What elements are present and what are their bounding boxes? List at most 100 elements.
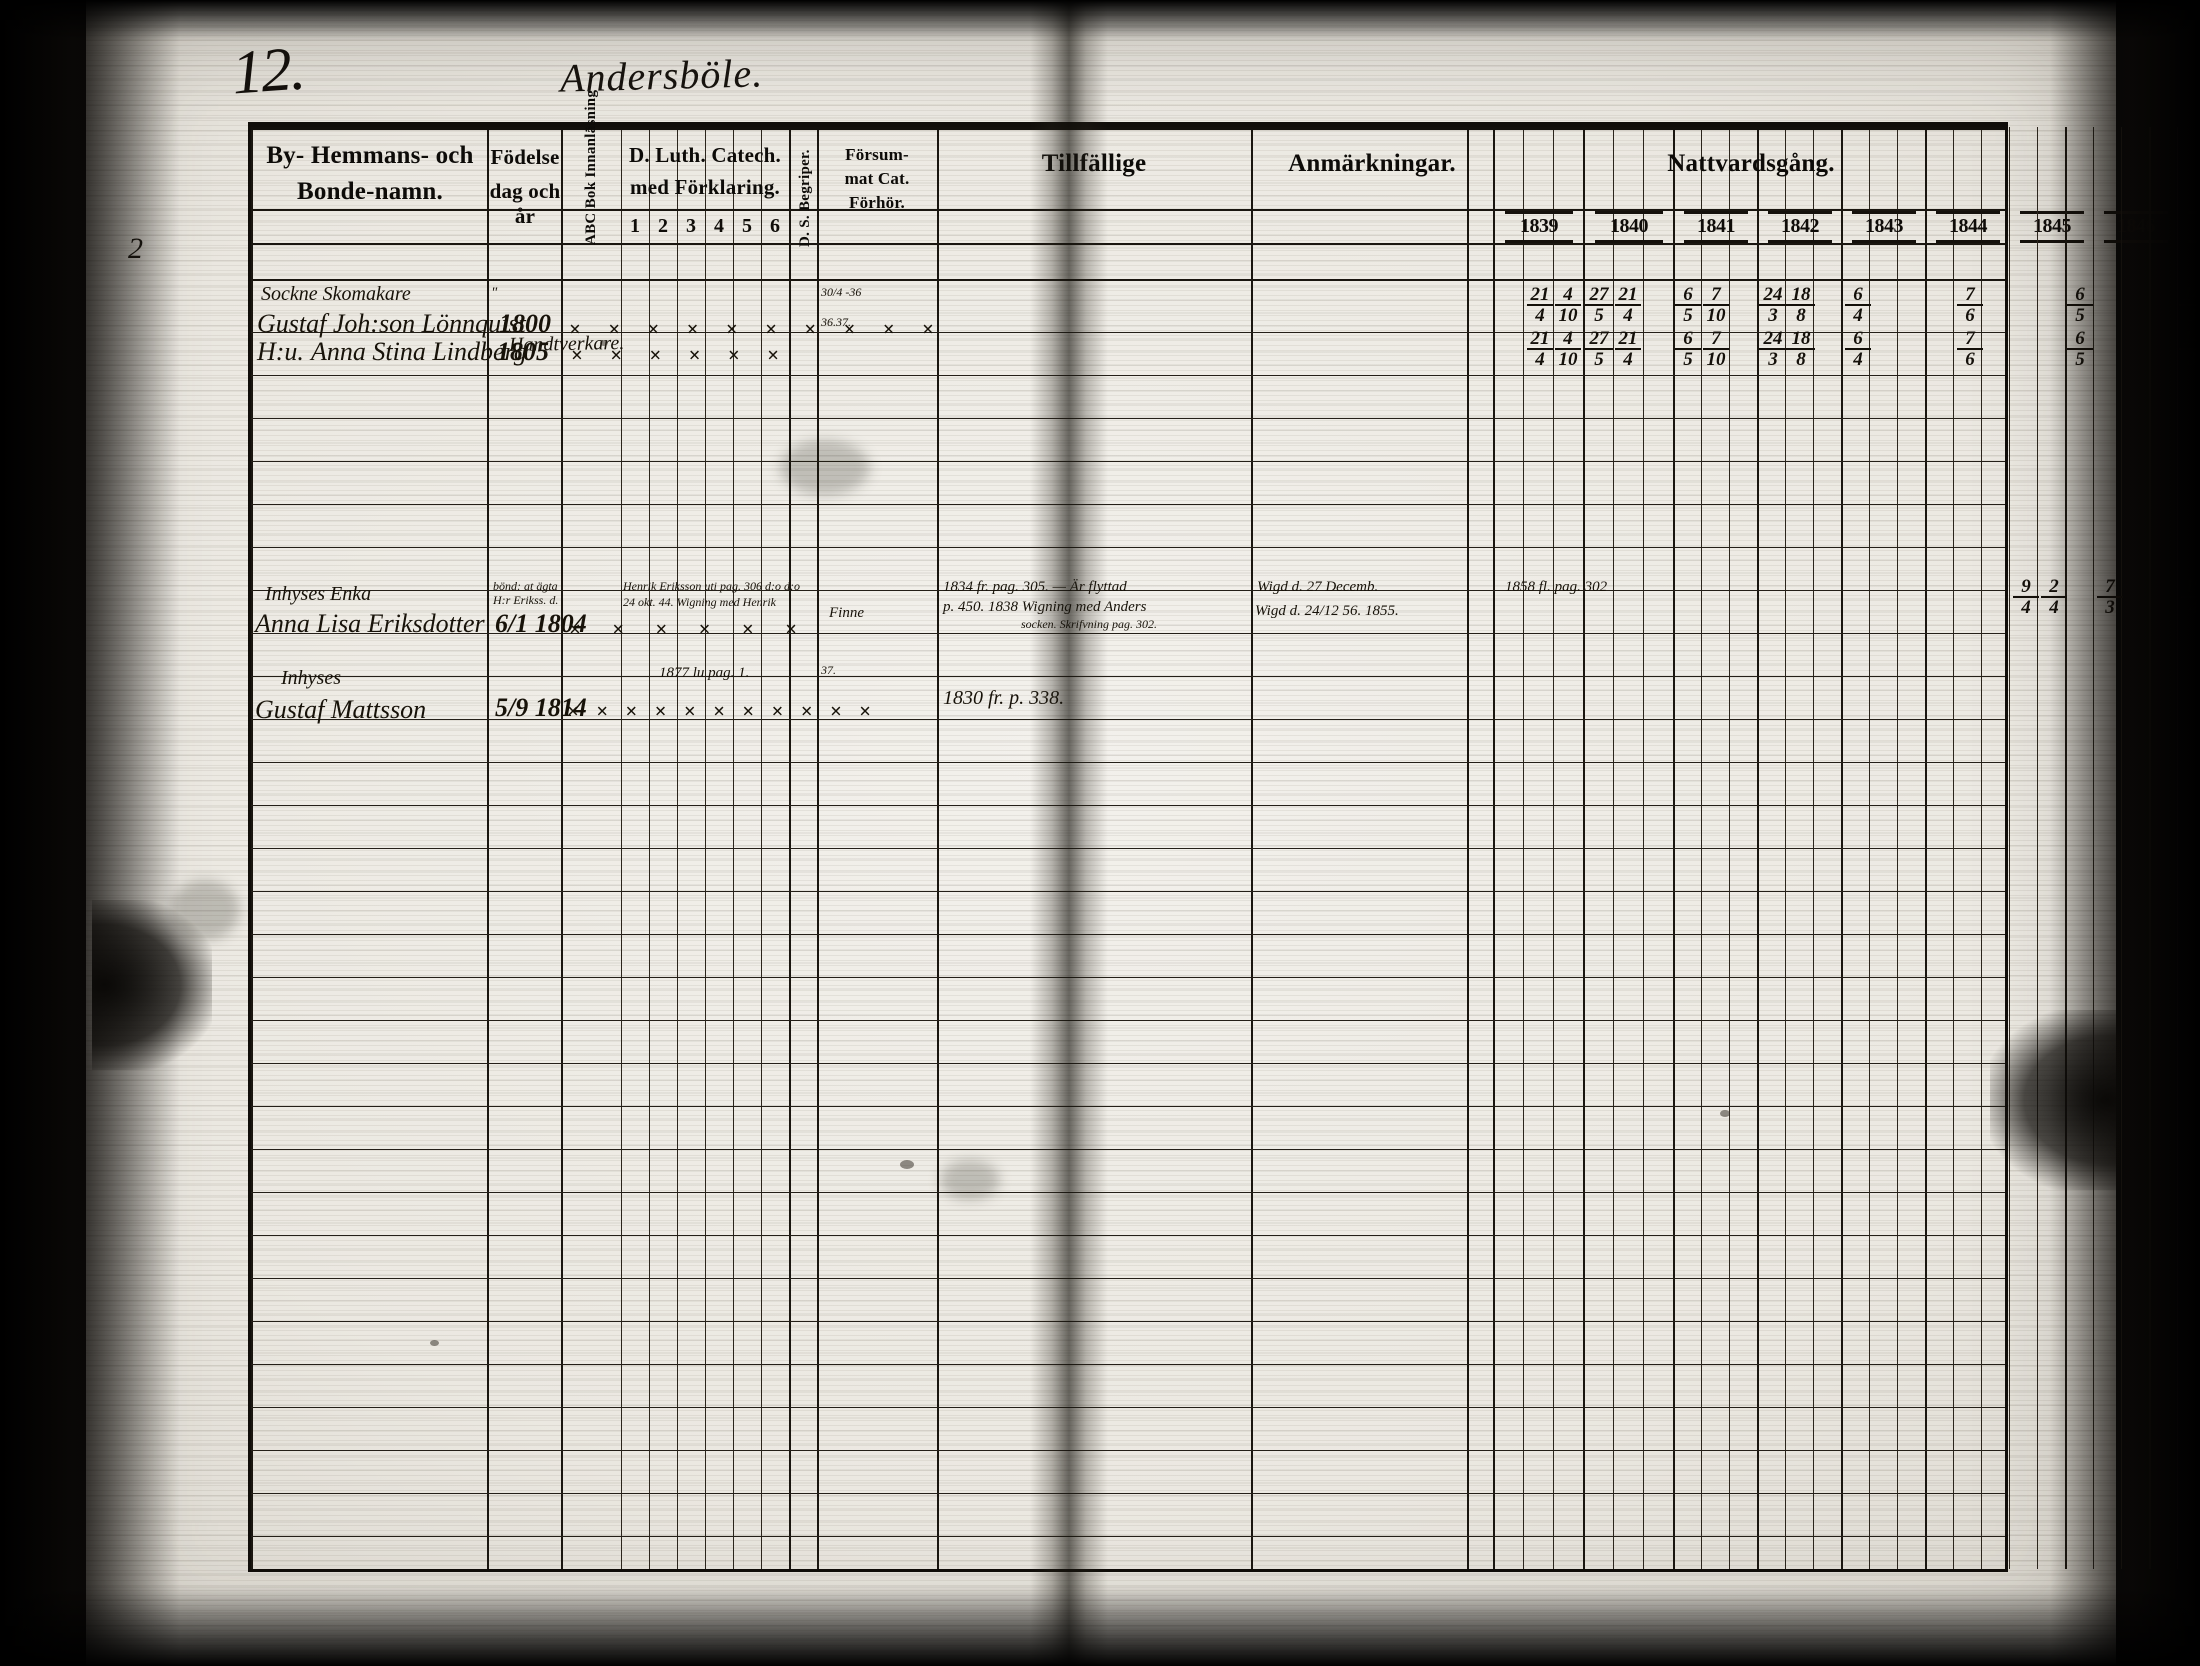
entry-1-forsummat-1: 30/4 -36	[821, 285, 862, 299]
frac-top: 21	[1618, 328, 1638, 349]
rule-v-c19	[2037, 127, 2038, 1569]
frac-top: 7	[1711, 328, 1721, 349]
header-fodelse-line2: dag och år	[489, 179, 561, 228]
frac-bottom: 6	[1957, 304, 1983, 325]
header-catech-num-5: 5	[742, 215, 752, 237]
header-bonde-namn-line1: By- Hemmans- och	[266, 142, 474, 169]
rule-h-body-3	[251, 418, 2005, 419]
rule-h-body-5	[251, 504, 2005, 505]
rule-h-body-6	[251, 547, 2005, 548]
entry-1-forsummat-2: 36.37.	[821, 315, 851, 329]
rule-v-c23	[2149, 127, 2151, 1569]
entry-3-anmarkningar-1: Wigd d. 27 Decemb.	[1257, 579, 1379, 595]
frac-bottom: 10	[1703, 304, 1729, 325]
frac-bottom: 5	[2067, 304, 2093, 325]
header-catech-num-1: 1	[630, 215, 640, 237]
entry-3-catech-note-3: Henrik Eriksson uti pag. 306 d:o d:o	[623, 579, 800, 593]
year-label-1843: 1843	[1843, 211, 1925, 243]
frac-top: 7	[1965, 328, 1975, 349]
frac-top: 21	[1618, 284, 1638, 305]
year-label-1842: 1842	[1759, 211, 1841, 243]
entry-3-birth: 6/1 1804	[495, 609, 587, 638]
frac-bottom: 3	[1759, 304, 1787, 325]
frac-bottom: 8	[1787, 304, 1815, 325]
entry-3-tillfallige-3: socken. Skrifvning pag. 302.	[1021, 617, 1157, 631]
frac-top: 21	[1530, 328, 1550, 349]
header-abc-bok-vertical: ABC Bok Innanläsning	[583, 89, 599, 245]
rule-h-body-11	[251, 762, 2005, 763]
ink-smudge-3	[940, 1160, 1000, 1200]
rule-h-body-8	[251, 633, 2005, 634]
header-nattvardsgang: Nattvardsgång.	[1667, 150, 1835, 177]
rule-h-top	[251, 127, 2005, 130]
header-forsummat-line3: Förhör.	[848, 193, 906, 212]
frac-top: 14	[2182, 284, 2200, 305]
frac-bottom: 3	[2179, 304, 2200, 325]
rule-h-body-23	[251, 1278, 2005, 1279]
entry-3-comm-1846: 7 3	[2097, 577, 2123, 617]
year-label-1846: 1846	[2095, 211, 2177, 243]
frac-bottom: 5	[2067, 348, 2093, 369]
entry-2-name: Anna Stina Lindberg	[311, 337, 527, 366]
header-forsummat-line1: Försum-	[845, 145, 909, 164]
frac-top: 27	[1589, 284, 1609, 305]
entry-3-comm-1845a: 9 4	[2013, 577, 2039, 617]
entry-1-comm-1846: 14 3	[2179, 285, 2200, 325]
register-table: By- Hemmans- och Bonde-namn. Handtverkar…	[248, 89, 2200, 1572]
year-label-1847: 1847	[2179, 211, 2200, 243]
rule-h-body-7	[251, 590, 2005, 591]
rule-h-body-9	[251, 676, 2005, 677]
rule-h-body-20	[251, 1149, 2005, 1150]
rule-h-body-25	[251, 1364, 2005, 1365]
rule-h-body-2	[251, 375, 2005, 376]
frac-bottom: 4	[1615, 348, 1641, 369]
entry-2-comm-1842b: 18 8	[1787, 329, 1815, 369]
entry-2-comm-1844: 7 6	[1957, 329, 1983, 369]
entry-3-catech-note-4: 24 okt. 44. Wigning med Henrik	[623, 595, 776, 609]
frac-top: 2	[2049, 576, 2059, 597]
rule-h-body-0	[251, 279, 2005, 281]
entry-1-comm-1839b: 4 10	[1555, 285, 1581, 325]
frac-top: 6	[1683, 284, 1693, 305]
entry-3-marks: × × × × × ×	[569, 617, 811, 641]
entry-4-forsummat-1: 37.	[821, 663, 836, 677]
entry-1-birth-day: "	[491, 285, 498, 301]
frac-top: 6	[1683, 328, 1693, 349]
entry-3-comm-1845b: 2 4	[2041, 577, 2067, 617]
entry-4-name: Gustaf Mattsson	[255, 695, 427, 724]
header-catech-num-3: 3	[686, 215, 696, 237]
rule-h-body-12	[251, 805, 2005, 806]
entry-1-comm-1840b: 21 4	[1615, 285, 1641, 325]
entry-3-tillfallige-1: 1834 fr. pag. 305. — Är flyttad	[943, 579, 1127, 595]
ink-smudge-2	[170, 880, 240, 940]
frac-bottom: 3	[2179, 348, 2200, 369]
paper-speck-4	[430, 1340, 439, 1346]
entry-3-catech-note-1: bönd: at ägta	[493, 579, 558, 593]
entry-2-comm-1845: 6 5	[2067, 329, 2093, 369]
entry-2-comm-1846: 14 3	[2179, 329, 2200, 369]
header-catech-num-6: 6	[770, 215, 780, 237]
rule-h-body-27	[251, 1450, 2005, 1451]
frac-top: 9	[2021, 576, 2031, 597]
frac-bottom: 5	[1585, 304, 1613, 325]
paper-speck-1	[900, 1160, 914, 1169]
entry-2-comm-1839a: 21 4	[1527, 329, 1553, 369]
rule-h-body-29	[251, 1536, 2005, 1537]
rule-h-body-18	[251, 1063, 2005, 1064]
year-label-1841: 1841	[1675, 211, 1757, 243]
rule-v-c24	[2177, 127, 2178, 1569]
frac-top: 7	[1711, 284, 1721, 305]
frac-bottom: 4	[1527, 304, 1553, 325]
frac-top: 24	[1763, 328, 1783, 349]
frac-bottom: 4	[2041, 596, 2067, 617]
entry-3-name: Anna Lisa Eriksdotter	[255, 609, 485, 638]
header-fodelse-line1: Födelse	[490, 145, 560, 169]
frac-bottom: 8	[1787, 348, 1815, 369]
entry-3-tillfallige-2: p. 450. 1838 Wigning med Anders	[943, 599, 1147, 615]
year-label-1840: 1840	[1585, 211, 1673, 243]
frac-top: 6	[2075, 328, 2085, 349]
entry-3-catech-note-2: H:r Erikss. d.	[493, 593, 559, 607]
frac-bottom: 4	[1845, 348, 1871, 369]
paper-speck-3	[600, 340, 608, 346]
entry-1-comm-1840a: 27 5	[1585, 285, 1613, 325]
